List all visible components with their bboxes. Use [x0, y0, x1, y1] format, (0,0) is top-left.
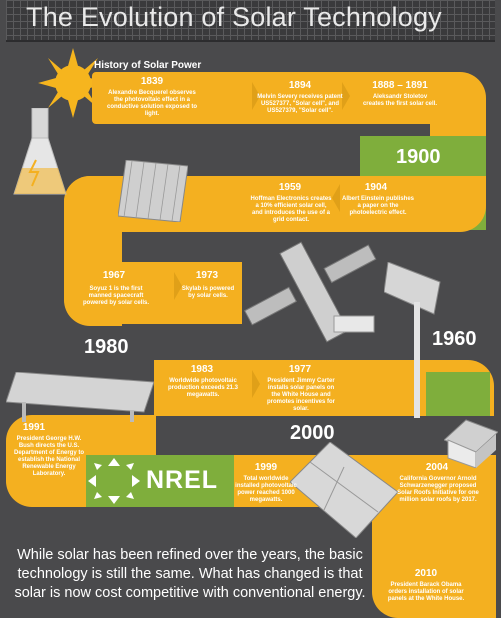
- milestone-text: Albert Einstein publishes a paper on the…: [342, 196, 415, 216]
- solar-cell-icon: [118, 160, 188, 222]
- milestone-text: Alexandre Becquerel observes the photovo…: [106, 90, 197, 117]
- arrow-divider: [252, 82, 260, 110]
- milestone-text: Hoffman Electronics creates a 10% effici…: [250, 196, 332, 223]
- milestone-year: 1991: [22, 422, 46, 433]
- pole-panel-icon: [384, 262, 441, 418]
- road-bend-right-6: [372, 455, 496, 618]
- milestone-year: 2004: [425, 462, 449, 473]
- flask-icon: [13, 108, 67, 195]
- milestone-year: 1999: [254, 462, 278, 473]
- milestone-text: Total worldwide installed photovoltaic p…: [235, 476, 297, 503]
- nrel-logo-text: NREL: [146, 466, 219, 494]
- tilted-panel-icon: [290, 442, 398, 538]
- milestone-year: 1894: [288, 80, 312, 91]
- milestone-year: 1959: [278, 182, 302, 193]
- milestone-year: 1973: [195, 270, 219, 281]
- green-band-1900: [360, 136, 486, 176]
- decade-1900: 1900: [396, 146, 441, 168]
- arrow-divider: [252, 370, 260, 398]
- milestone-year: 1839: [140, 76, 164, 87]
- milestone-text: President Barack Obama orders installati…: [387, 582, 465, 602]
- decade-1960: 1960: [432, 328, 477, 350]
- arrow-divider: [332, 184, 340, 212]
- milestone-text: California Governor Arnold Schwarzenegge…: [397, 476, 479, 503]
- milestone-year: 1888 – 1891: [372, 80, 428, 91]
- milestone-text: Soyuz 1 is the first manned spacecraft p…: [82, 286, 150, 306]
- road-segment-row3: [64, 262, 242, 324]
- milestone-year: 1904: [364, 182, 388, 193]
- milestone-text: Skylab is powered by solar cells.: [181, 286, 235, 299]
- milestone-year: 1967: [102, 270, 126, 281]
- milestone-text: President Jimmy Carter installs solar pa…: [266, 378, 335, 412]
- arrow-divider: [342, 82, 350, 110]
- road-segment-row1: [92, 72, 472, 124]
- green-band-1960: [426, 372, 490, 416]
- section-subtitle: History of Solar Power: [94, 60, 202, 71]
- title-bar: The Evolution of Solar Technology: [6, 0, 495, 42]
- nrel-logo-icon: [88, 458, 140, 504]
- arrow-divider: [174, 272, 182, 300]
- decade-1980: 1980: [84, 336, 129, 358]
- milestone-year: 1977: [288, 364, 312, 375]
- page-title: The Evolution of Solar Technology: [26, 2, 442, 32]
- skylab-icon: [244, 241, 377, 343]
- milestone-text: Aleksandr Stoletov creates the first sol…: [362, 94, 438, 107]
- milestone-year: 2010: [414, 568, 438, 579]
- flat-panel-icon: [6, 372, 154, 422]
- footer-statement: While solar has been refined over the ye…: [14, 547, 366, 601]
- milestone-text: Melvin Severy receives patent US527377, …: [257, 94, 343, 114]
- decade-2000: 2000: [290, 422, 335, 444]
- milestone-text: Worldwide photovoltaic production exceed…: [167, 378, 239, 398]
- milestone-year: 1983: [190, 364, 214, 375]
- house-icon: [444, 419, 498, 468]
- milestone-text: President George H.W. Bush directs the U…: [14, 436, 85, 477]
